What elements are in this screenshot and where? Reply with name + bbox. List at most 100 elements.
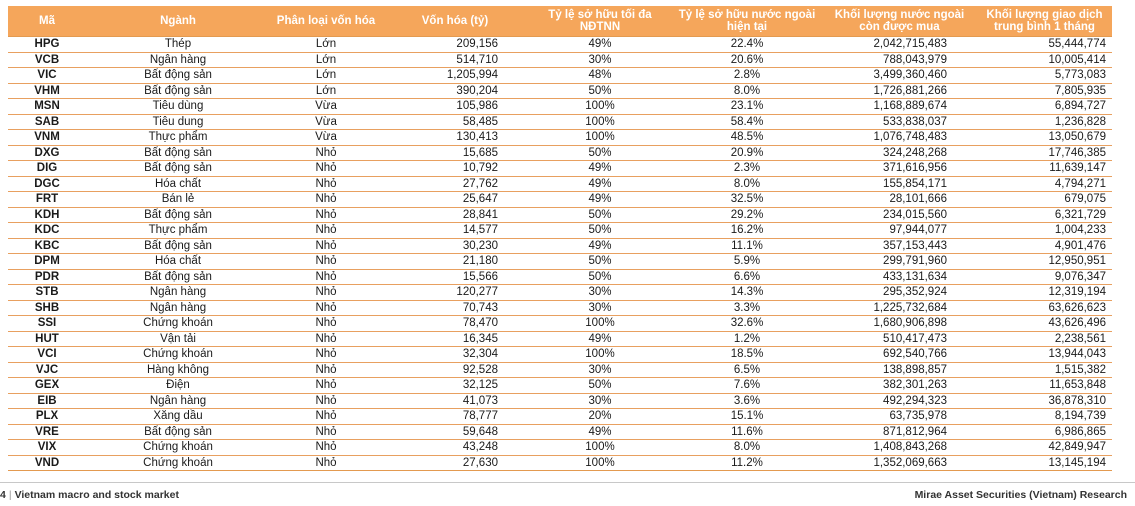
table-cell: Nhỏ [270, 238, 382, 254]
table-cell: Xăng dầu [86, 408, 270, 425]
ticker-cell: VRE [8, 424, 86, 440]
table-cell: Nhỏ [270, 393, 382, 409]
table-cell: 11,653,848 [977, 377, 1112, 394]
table-cell: 27,630 [382, 455, 528, 471]
table-cell: Bất động sản [86, 238, 270, 254]
table-row: VCI Chứng khoán Nhỏ 32,304 100% 18.5% 692,540,… [8, 346, 1112, 363]
table-cell: 433,131,634 [822, 269, 977, 285]
table-cell: Nhỏ [270, 315, 382, 332]
table-row: EIB Ngân hàng Nhỏ 41,073 30% 3.6% 492,294,323 3… [8, 393, 1112, 409]
table-cell: 48% [528, 67, 672, 84]
table-cell: 16.2% [672, 222, 822, 239]
table-cell: Bán lẻ [86, 191, 270, 208]
table-row: VJC Hàng không Nhỏ 92,528 30% 6.5% 138,898,857… [8, 362, 1112, 378]
table-cell: 32,304 [382, 346, 528, 363]
table-cell: 58,485 [382, 114, 528, 130]
table-cell: Nhỏ [270, 207, 382, 223]
ticker-cell: DIG [8, 160, 86, 177]
table-cell: 70,743 [382, 300, 528, 316]
table-cell: 6.6% [672, 269, 822, 285]
table-cell: 58.4% [672, 114, 822, 130]
table-cell: Nhỏ [270, 424, 382, 440]
table-cell: 11.6% [672, 424, 822, 440]
table-cell: Thực phẩm [86, 222, 270, 239]
table-cell: 105,986 [382, 98, 528, 115]
table-row: FRT Bán lẻ Nhỏ 25,647 49% 32.5% 28,101,666 679,… [8, 191, 1112, 208]
table-cell: 20% [528, 408, 672, 425]
table-cell: Nhỏ [270, 253, 382, 270]
table-cell: 42,849,947 [977, 439, 1112, 456]
table-cell: 20.6% [672, 52, 822, 68]
table-cell: Bất động sản [86, 145, 270, 161]
table-cell: 30% [528, 284, 672, 301]
table-cell: Ngân hàng [86, 393, 270, 409]
table-cell: 8,194,739 [977, 408, 1112, 425]
ticker-cell: KDH [8, 207, 86, 223]
table-cell: Chứng khoán [86, 315, 270, 332]
table-row: SSI Chứng khoán Nhỏ 78,470 100% 32.6% 1,680,90… [8, 315, 1112, 332]
table-cell: 49% [528, 176, 672, 192]
table-cell: 11,639,147 [977, 160, 1112, 177]
table-cell: Nhỏ [270, 455, 382, 471]
table-cell: Nhỏ [270, 331, 382, 347]
column-header: Phân loại vốn hóa [270, 6, 382, 37]
table-cell: Nhỏ [270, 176, 382, 192]
table-cell: 13,944,043 [977, 346, 1112, 363]
table-cell: 788,043,979 [822, 52, 977, 68]
table-cell: Chứng khoán [86, 346, 270, 363]
table-row: DIG Bất động sản Nhỏ 10,792 49% 2.3% 371,616,9… [8, 160, 1112, 177]
table-cell: 8.0% [672, 439, 822, 456]
table-cell: 27,762 [382, 176, 528, 192]
ticker-cell: HPG [8, 36, 86, 53]
table-row: KDC Thực phẩm Nhỏ 14,577 50% 16.2% 97,944,077 1… [8, 222, 1112, 239]
table-row: HUT Vận tải Nhỏ 16,345 49% 1.2% 510,417,473 2,2… [8, 331, 1112, 347]
table-cell: Chứng khoán [86, 439, 270, 456]
table-header-row: Mã Ngành Phân loại vốn hóa Vốn hóa (tỷ) Tỷ l… [8, 6, 1112, 37]
table-cell: 28,841 [382, 207, 528, 223]
table-cell: Bất động sản [86, 269, 270, 285]
table-cell: 78,777 [382, 408, 528, 425]
table-cell: 3.3% [672, 300, 822, 316]
table-cell: 50% [528, 145, 672, 161]
table-row: SAB Tiêu dung Vừa 58,485 100% 58.4% 533,838,03… [8, 114, 1112, 130]
table-cell: 12,319,194 [977, 284, 1112, 301]
ticker-cell: FRT [8, 191, 86, 208]
table-row: KDH Bất động sản Nhỏ 28,841 50% 29.2% 234,015,… [8, 207, 1112, 223]
table-cell: 92,528 [382, 362, 528, 378]
table-row: VIX Chứng khoán Nhỏ 43,248 100% 8.0% 1,408,843… [8, 439, 1112, 456]
table-cell: Lớn [270, 36, 382, 53]
table-cell: 48.5% [672, 129, 822, 146]
ticker-cell: HUT [8, 331, 86, 347]
table-cell: 50% [528, 222, 672, 239]
table-cell: Nhỏ [270, 346, 382, 363]
table-row: KBC Bất động sản Nhỏ 30,230 49% 11.1% 357,153,… [8, 238, 1112, 254]
table-cell: 16,345 [382, 331, 528, 347]
table-cell: 1,076,748,483 [822, 129, 977, 146]
table-row: VCB Ngân hàng Lớn 514,710 30% 20.6% 788,043,97… [8, 52, 1112, 68]
table-cell: Bất động sản [86, 160, 270, 177]
table-cell: Nhỏ [270, 300, 382, 316]
table-cell: 209,156 [382, 36, 528, 53]
ticker-cell: KDC [8, 222, 86, 239]
ticker-cell: EIB [8, 393, 86, 409]
table-cell: 1,168,889,674 [822, 98, 977, 115]
table-cell: 5.9% [672, 253, 822, 270]
ticker-cell: DXG [8, 145, 86, 161]
table-cell: 11.1% [672, 238, 822, 254]
table-cell: 2,042,715,483 [822, 36, 977, 53]
table-cell: 30% [528, 52, 672, 68]
table-cell: 234,015,560 [822, 207, 977, 223]
table-cell: 17,746,385 [977, 145, 1112, 161]
table-cell: 30% [528, 393, 672, 409]
table-row: PDR Bất động sản Nhỏ 15,566 50% 6.6% 433,131,6… [8, 269, 1112, 285]
ticker-cell: MSN [8, 98, 86, 115]
table-cell: 5,773,083 [977, 67, 1112, 84]
table-cell: 299,791,960 [822, 253, 977, 270]
ticker-cell: KBC [8, 238, 86, 254]
table-cell: 390,204 [382, 83, 528, 99]
ticker-cell: SSI [8, 315, 86, 332]
table-cell: 6.5% [672, 362, 822, 378]
table-cell: Nhỏ [270, 408, 382, 425]
table-cell: 8.0% [672, 176, 822, 192]
table-cell: Nhỏ [270, 362, 382, 378]
